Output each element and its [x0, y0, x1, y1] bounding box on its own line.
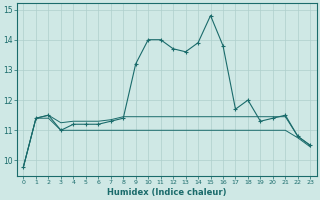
X-axis label: Humidex (Indice chaleur): Humidex (Indice chaleur): [107, 188, 227, 197]
